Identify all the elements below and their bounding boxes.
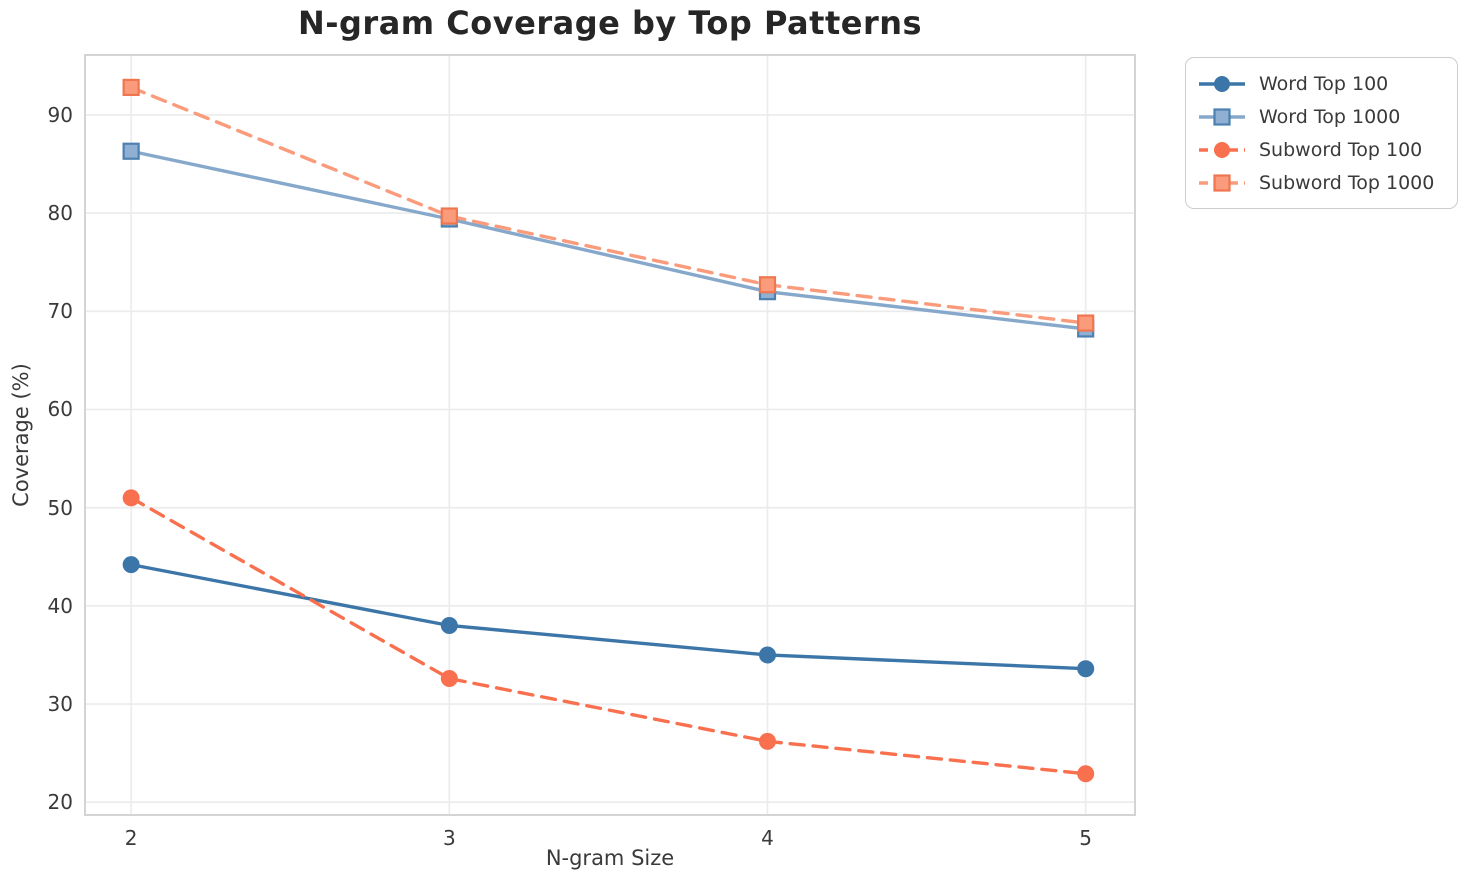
data-point-marker bbox=[440, 207, 458, 225]
legend: Word Top 100 Word Top 1000 Subword Top 100… bbox=[1185, 57, 1458, 209]
data-point-marker bbox=[759, 646, 776, 664]
y-tick-label: 30 bbox=[47, 692, 73, 717]
legend-item-subword-top-1000: Subword Top 1000 bbox=[1198, 166, 1445, 199]
data-point-marker bbox=[759, 732, 776, 750]
legend-line-square-marker-icon bbox=[1199, 107, 1245, 126]
data-point-marker bbox=[122, 489, 140, 507]
data-point-marker bbox=[1077, 314, 1095, 332]
legend-line-circle-marker-icon bbox=[1199, 75, 1245, 92]
legend-label: Word Top 100 bbox=[1259, 72, 1389, 95]
legend-item-subword-top-100: Subword Top 100 bbox=[1198, 133, 1445, 166]
y-tick-label: 60 bbox=[47, 397, 73, 422]
chart-title: N-gram Coverage by Top Patterns bbox=[297, 4, 923, 42]
data-point-marker bbox=[122, 142, 140, 160]
legend-label: Subword Top 100 bbox=[1259, 138, 1423, 161]
data-point-marker bbox=[122, 78, 140, 97]
data-point-marker bbox=[122, 556, 140, 574]
y-tick-label: 80 bbox=[47, 201, 73, 226]
legend-line-circle-marker-icon bbox=[1199, 141, 1245, 158]
plot-border bbox=[84, 54, 1136, 816]
data-point-marker bbox=[1077, 660, 1095, 678]
y-tick-label: 20 bbox=[47, 790, 73, 815]
y-tick-label: 40 bbox=[47, 593, 73, 618]
y-axis-label: Coverage (%) bbox=[9, 363, 33, 507]
x-tick-label: 5 bbox=[1079, 826, 1093, 850]
legend-label: Word Top 1000 bbox=[1259, 105, 1401, 128]
x-axis-label: N-gram Size bbox=[545, 846, 675, 870]
y-tick-label: 70 bbox=[47, 299, 73, 324]
data-point-marker bbox=[440, 616, 458, 634]
legend-line-square-marker-icon bbox=[1199, 173, 1245, 192]
x-tick-label: 2 bbox=[124, 826, 138, 850]
data-point-marker bbox=[758, 276, 777, 294]
y-tick-label: 50 bbox=[47, 495, 73, 520]
series-line-subword-top-1000 bbox=[129, 85, 1088, 325]
series-line-subword-top-100 bbox=[129, 496, 1088, 776]
legend-item-word-top-1000: Word Top 1000 bbox=[1198, 100, 1445, 133]
series-line-word-top-100 bbox=[129, 562, 1088, 671]
legend-label: Subword Top 1000 bbox=[1259, 171, 1435, 194]
series-line-word-top-1000 bbox=[129, 149, 1088, 331]
y-tick-label: 90 bbox=[47, 102, 73, 127]
x-tick-label: 3 bbox=[442, 826, 456, 850]
x-tick-label: 4 bbox=[761, 826, 774, 850]
data-point-marker bbox=[440, 670, 458, 688]
data-point-marker bbox=[1077, 765, 1095, 783]
legend-item-word-top-100: Word Top 100 bbox=[1198, 67, 1445, 100]
